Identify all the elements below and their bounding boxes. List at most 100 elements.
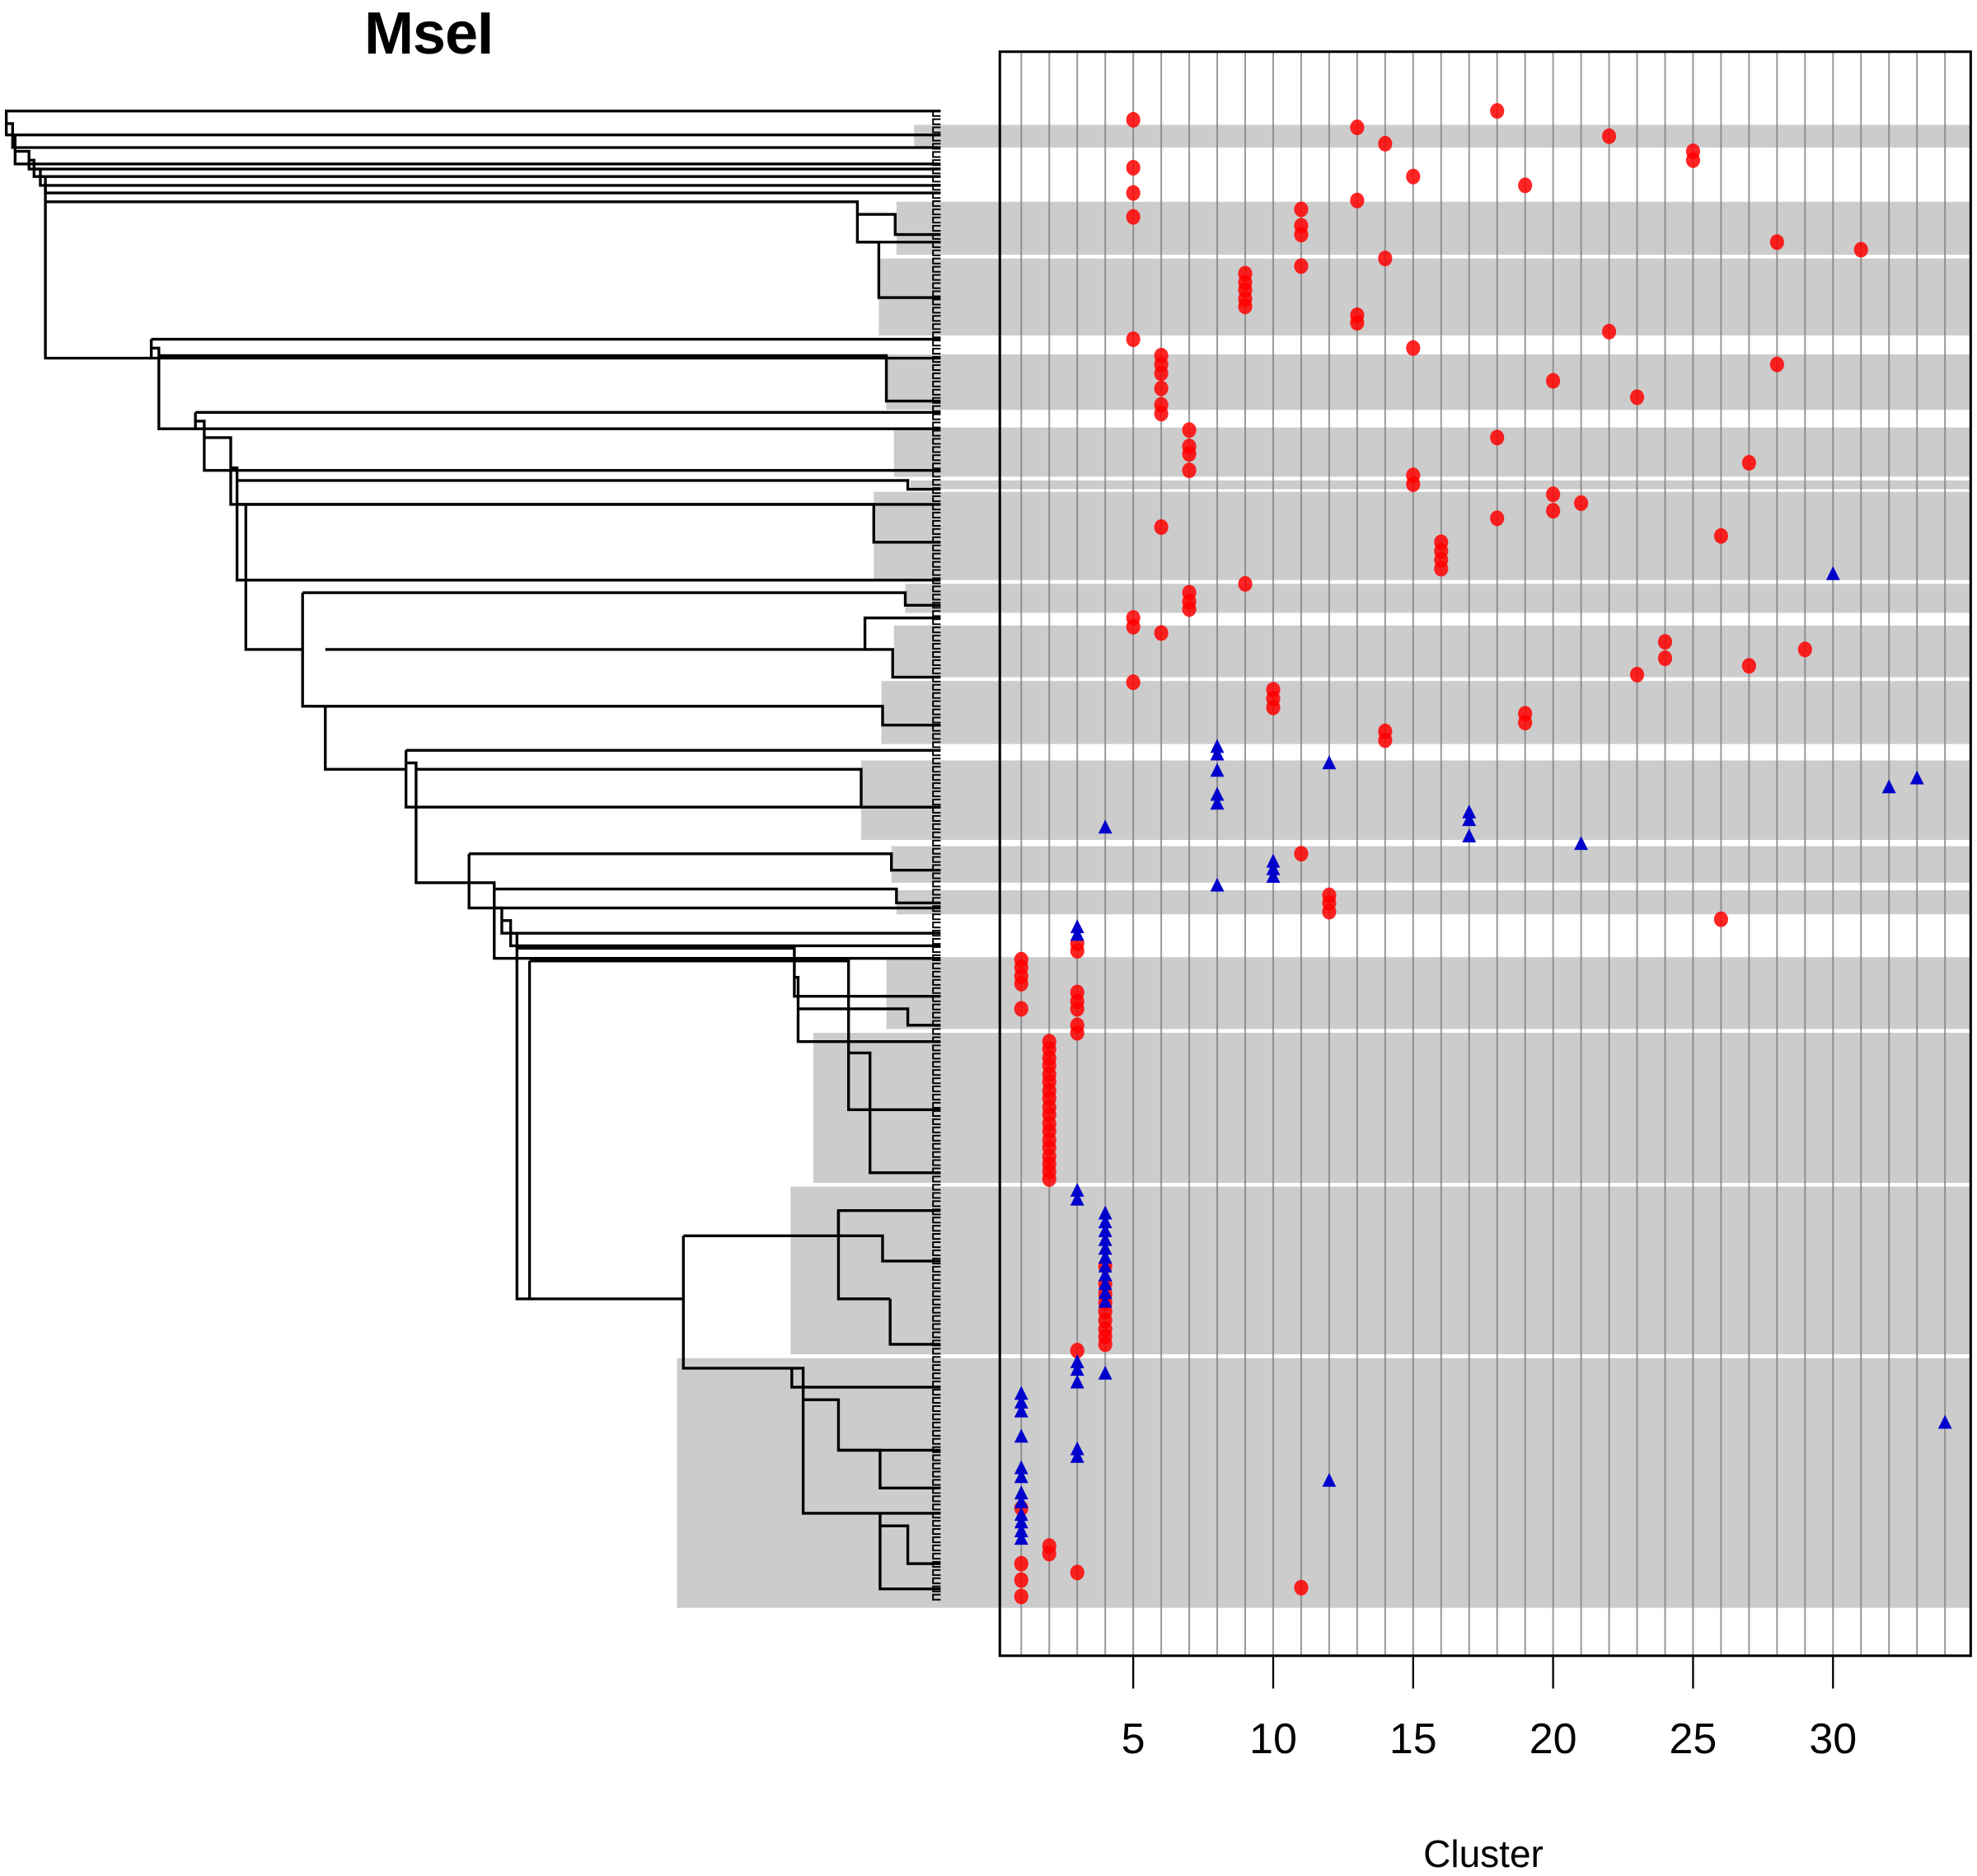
blue-triangle-point — [1098, 1365, 1113, 1380]
red-circle-point — [1406, 168, 1421, 185]
red-circle-point — [1378, 135, 1393, 152]
red-circle-point — [1182, 462, 1197, 479]
dendrogram — [4, 109, 941, 1601]
red-circle-point — [1769, 356, 1784, 373]
red-circle-point — [1434, 560, 1449, 577]
red-circle-point — [1266, 699, 1281, 715]
red-circle-point — [1853, 242, 1868, 258]
red-circle-point — [1574, 495, 1589, 511]
clade-band — [893, 625, 1971, 678]
clade-band — [813, 1033, 1971, 1184]
red-circle-point — [1182, 422, 1197, 439]
red-circle-point — [1546, 373, 1561, 389]
red-circle-point — [1126, 618, 1141, 635]
red-circle-point — [1126, 185, 1141, 201]
clade-band — [860, 760, 1971, 840]
red-circle-point — [1601, 128, 1617, 144]
red-circle-point — [1294, 258, 1309, 274]
clade-band — [896, 201, 1971, 256]
red-circle-point — [1294, 227, 1309, 243]
red-circle-point — [1713, 911, 1728, 927]
red-circle-point — [1294, 1579, 1309, 1596]
x-tick-label: 30 — [1809, 1715, 1858, 1763]
clade-band — [914, 124, 1971, 148]
clade-band — [893, 427, 1971, 477]
blue-triangle-point — [1098, 1284, 1113, 1299]
blue-triangle-point — [1014, 1403, 1028, 1418]
blue-triangle-point — [1210, 746, 1225, 761]
cluster-gridlines — [1020, 51, 1947, 1656]
red-circle-point — [1070, 1025, 1085, 1041]
red-circle-point — [1350, 120, 1365, 136]
red-circle-point — [1014, 1588, 1028, 1605]
red-circle-point — [1154, 380, 1169, 396]
red-circle-point — [1685, 152, 1701, 168]
blue-triangle-point — [1266, 869, 1281, 883]
clade-band — [881, 681, 1971, 744]
blue-triangle-point — [1070, 1441, 1085, 1456]
blue-triangle-point — [1322, 1472, 1337, 1487]
blue-triangle-point — [1014, 1523, 1028, 1537]
red-circle-point — [1070, 1564, 1085, 1581]
blue-triangle-point — [1014, 1507, 1028, 1522]
blue-triangle-point — [1098, 1231, 1113, 1246]
clade-band — [896, 890, 1971, 915]
red-circle-point — [1406, 340, 1421, 356]
blue-triangle-point — [1210, 739, 1225, 753]
red-circle-point — [1238, 575, 1253, 592]
blue-triangle-point — [1909, 770, 1924, 785]
blue-triangle-point — [1014, 1428, 1028, 1443]
blue-triangle-point — [1098, 1205, 1113, 1220]
blue-triangle-point — [1070, 1183, 1085, 1197]
clade-band — [886, 957, 1971, 1029]
blue-triangle-point — [1881, 779, 1896, 794]
x-axis-label: Cluster — [1423, 1832, 1544, 1875]
x-tick-label: 25 — [1669, 1715, 1717, 1763]
red-circle-point — [1294, 846, 1309, 862]
clade-band — [878, 258, 1971, 335]
blue-triangle-point — [1098, 1276, 1113, 1291]
red-circle-point — [1154, 365, 1169, 382]
red-circle-point — [1126, 674, 1141, 691]
red-circle-point — [1518, 715, 1533, 731]
red-circle-point — [1126, 159, 1141, 176]
red-circle-point — [1126, 209, 1141, 225]
red-circle-point — [1014, 1555, 1028, 1572]
red-circle-point — [1629, 667, 1645, 682]
clade-band — [886, 354, 1971, 410]
red-circle-point — [1713, 528, 1728, 544]
red-circle-point — [1042, 1170, 1056, 1187]
blue-triangle-point — [1462, 812, 1477, 827]
clade-band — [905, 584, 1971, 613]
blue-triangle-point — [1070, 1191, 1085, 1206]
red-circle-point — [1406, 476, 1421, 492]
blue-triangle-point — [1070, 1448, 1085, 1463]
x-axis-ticks — [1131, 1655, 1834, 1689]
clade-band — [790, 1186, 1971, 1355]
blue-triangle-point — [1098, 1250, 1113, 1264]
red-circle-point — [1070, 943, 1085, 959]
blue-triangle-point — [1462, 804, 1477, 818]
red-circle-point — [1238, 298, 1253, 315]
red-circle-point — [1490, 429, 1505, 446]
red-circle-point — [1182, 601, 1197, 617]
blue-triangle-point — [1098, 1267, 1113, 1282]
red-circle-point — [1657, 634, 1673, 650]
blue-triangle-point — [1014, 1395, 1028, 1409]
blue-triangle-point — [1014, 1485, 1028, 1500]
red-circle-point — [1098, 1336, 1113, 1353]
blue-triangle-point — [1210, 786, 1225, 801]
red-circle-point — [1741, 454, 1756, 471]
blue-triangle-point — [1825, 565, 1840, 580]
red-circle-point — [1797, 641, 1812, 658]
red-circle-point — [1126, 331, 1141, 348]
blue-triangle-point — [1098, 1223, 1113, 1237]
x-tick-label: 5 — [1121, 1715, 1145, 1763]
clade-band — [891, 846, 1971, 883]
plot-frame — [998, 50, 1972, 1658]
blue-triangle-point — [1574, 836, 1589, 851]
blue-triangle-point — [1210, 877, 1225, 892]
blue-triangle-point — [1070, 1374, 1085, 1389]
blue-triangle-point — [1322, 755, 1337, 770]
red-circle-point — [1546, 503, 1561, 519]
